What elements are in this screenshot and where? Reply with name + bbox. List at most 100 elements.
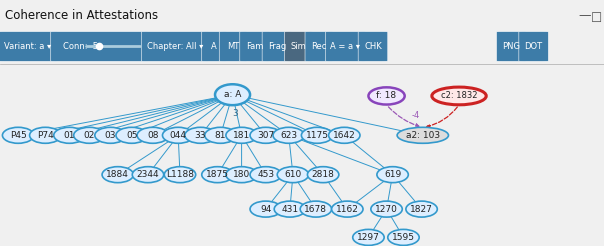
Text: 610: 610 xyxy=(284,170,301,179)
FancyBboxPatch shape xyxy=(219,31,247,62)
FancyBboxPatch shape xyxy=(0,31,57,62)
Text: A = a ▾: A = a ▾ xyxy=(330,42,361,51)
Text: 03: 03 xyxy=(104,131,117,140)
FancyBboxPatch shape xyxy=(262,31,292,62)
Ellipse shape xyxy=(274,201,306,217)
Text: Chapter: All ▾: Chapter: All ▾ xyxy=(147,42,203,51)
Text: 01: 01 xyxy=(63,131,76,140)
Text: A: A xyxy=(211,42,217,51)
Ellipse shape xyxy=(301,127,333,143)
Ellipse shape xyxy=(2,127,34,143)
FancyBboxPatch shape xyxy=(202,31,226,62)
Text: 619: 619 xyxy=(384,170,401,179)
FancyBboxPatch shape xyxy=(496,31,526,62)
Ellipse shape xyxy=(300,201,332,217)
FancyBboxPatch shape xyxy=(51,31,148,62)
Text: f: 18: f: 18 xyxy=(376,92,397,100)
Text: DOT: DOT xyxy=(524,42,543,51)
Ellipse shape xyxy=(250,127,281,143)
Text: 431: 431 xyxy=(281,205,298,214)
Text: 1678: 1678 xyxy=(304,205,327,214)
Text: 2344: 2344 xyxy=(137,170,159,179)
Text: L1188: L1188 xyxy=(166,170,194,179)
Text: -4: -4 xyxy=(411,111,420,120)
FancyBboxPatch shape xyxy=(305,31,333,62)
FancyBboxPatch shape xyxy=(284,31,312,62)
Text: c2: 1832: c2: 1832 xyxy=(441,92,477,100)
Ellipse shape xyxy=(332,201,363,217)
Ellipse shape xyxy=(377,167,408,183)
Ellipse shape xyxy=(132,167,164,183)
Text: Rec: Rec xyxy=(311,42,327,51)
Text: 623: 623 xyxy=(280,131,297,140)
Ellipse shape xyxy=(95,127,126,143)
FancyBboxPatch shape xyxy=(358,31,388,62)
Text: 1162: 1162 xyxy=(336,205,359,214)
Ellipse shape xyxy=(273,127,304,143)
Text: 307: 307 xyxy=(257,131,274,140)
Ellipse shape xyxy=(185,127,216,143)
Text: 02: 02 xyxy=(84,131,95,140)
Text: 044: 044 xyxy=(170,131,187,140)
Text: 1827: 1827 xyxy=(410,205,433,214)
Text: 181: 181 xyxy=(233,131,250,140)
Text: CHK: CHK xyxy=(364,42,382,51)
Ellipse shape xyxy=(202,167,233,183)
FancyBboxPatch shape xyxy=(326,31,365,62)
Text: 08: 08 xyxy=(147,131,159,140)
Text: 1175: 1175 xyxy=(306,131,329,140)
Text: 1270: 1270 xyxy=(375,205,398,214)
Text: 1884: 1884 xyxy=(106,170,129,179)
Ellipse shape xyxy=(388,229,419,246)
Ellipse shape xyxy=(74,127,105,143)
Text: 94: 94 xyxy=(260,205,271,214)
Text: Sim: Sim xyxy=(291,42,306,51)
Text: 1875: 1875 xyxy=(206,170,229,179)
Ellipse shape xyxy=(30,127,61,143)
Ellipse shape xyxy=(307,167,339,183)
Ellipse shape xyxy=(116,127,147,143)
Ellipse shape xyxy=(371,201,402,217)
Text: MT: MT xyxy=(227,42,239,51)
FancyBboxPatch shape xyxy=(240,31,269,62)
Text: 1297: 1297 xyxy=(357,233,380,242)
Text: 81: 81 xyxy=(214,131,226,140)
Text: P45: P45 xyxy=(10,131,27,140)
Text: ☐: ☐ xyxy=(591,12,602,25)
Ellipse shape xyxy=(353,229,384,246)
Ellipse shape xyxy=(137,127,169,143)
Ellipse shape xyxy=(162,127,194,143)
Text: Conn:  5: Conn: 5 xyxy=(63,42,98,51)
FancyBboxPatch shape xyxy=(141,31,208,62)
Text: Fam: Fam xyxy=(246,42,263,51)
Text: Frag: Frag xyxy=(268,42,286,51)
Ellipse shape xyxy=(164,167,196,183)
Text: 453: 453 xyxy=(257,170,274,179)
Ellipse shape xyxy=(406,201,437,217)
Ellipse shape xyxy=(226,127,257,143)
Ellipse shape xyxy=(329,127,360,143)
Text: 180: 180 xyxy=(233,170,250,179)
Text: a2: 103: a2: 103 xyxy=(406,131,440,140)
Text: PNG: PNG xyxy=(503,42,520,51)
Ellipse shape xyxy=(368,87,405,105)
Text: 2818: 2818 xyxy=(312,170,335,179)
Text: a: A: a: A xyxy=(224,90,241,99)
Text: 3: 3 xyxy=(233,109,239,118)
Ellipse shape xyxy=(250,201,281,217)
Text: P74: P74 xyxy=(37,131,54,140)
Ellipse shape xyxy=(432,87,486,105)
Ellipse shape xyxy=(250,167,281,183)
Text: 05: 05 xyxy=(126,131,138,140)
Ellipse shape xyxy=(205,127,236,143)
Ellipse shape xyxy=(397,127,448,143)
Text: Coherence in Attestations: Coherence in Attestations xyxy=(5,9,158,22)
Ellipse shape xyxy=(277,167,309,183)
Ellipse shape xyxy=(226,167,257,183)
FancyBboxPatch shape xyxy=(519,31,548,62)
Ellipse shape xyxy=(102,167,133,183)
Ellipse shape xyxy=(54,127,85,143)
Text: 33: 33 xyxy=(194,131,207,140)
Text: 1642: 1642 xyxy=(333,131,356,140)
Text: 1595: 1595 xyxy=(392,233,415,242)
